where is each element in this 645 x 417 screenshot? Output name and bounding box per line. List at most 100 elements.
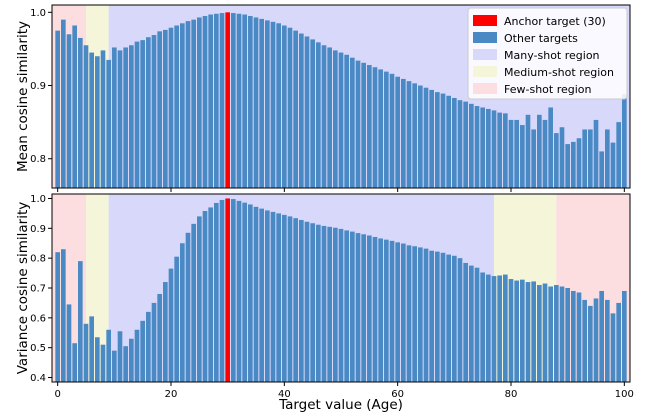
bar <box>508 279 514 382</box>
bar <box>338 228 344 382</box>
bar <box>440 252 446 382</box>
bar <box>593 298 599 382</box>
bar <box>582 129 587 188</box>
bar <box>497 275 502 382</box>
bar <box>446 254 451 382</box>
bar <box>163 29 168 188</box>
legend-swatch <box>473 83 497 94</box>
legend-label: Anchor target (30) <box>504 15 606 28</box>
bar <box>457 258 463 382</box>
bar <box>333 227 338 382</box>
y-tick-label: 1.0 <box>30 8 46 19</box>
bar <box>389 240 395 382</box>
y-tick-label: 0.6 <box>30 313 46 324</box>
y-tick-label: 0.8 <box>30 154 46 165</box>
bar <box>355 60 361 188</box>
bar <box>316 224 321 382</box>
bar <box>55 252 60 382</box>
bar <box>418 247 423 382</box>
bar <box>599 151 604 188</box>
bar <box>350 231 355 382</box>
bar <box>100 344 106 382</box>
x-tick-label: 0 <box>54 389 60 400</box>
y-tick-label: 0.9 <box>30 81 46 92</box>
bar <box>180 243 185 382</box>
legend-swatch <box>473 66 497 77</box>
x-tick-label: 80 <box>505 389 518 400</box>
bar <box>463 262 468 382</box>
bar <box>310 39 315 189</box>
bar <box>418 85 423 188</box>
bar <box>287 27 293 188</box>
bar <box>304 221 310 382</box>
bar <box>61 19 66 188</box>
bar <box>463 101 468 188</box>
bar <box>429 250 434 382</box>
bar <box>361 62 366 188</box>
bar <box>197 17 202 188</box>
bar <box>588 305 593 382</box>
bar <box>242 202 247 382</box>
x-tick-label: 60 <box>391 389 404 400</box>
bar <box>168 268 174 382</box>
bar <box>316 42 321 188</box>
bar <box>112 350 117 382</box>
bar <box>469 265 474 382</box>
bar <box>253 17 259 188</box>
bar <box>599 290 604 382</box>
y-tick-label: 0.9 <box>30 224 46 235</box>
bar <box>440 93 446 188</box>
bar <box>140 320 145 382</box>
bar <box>582 299 587 382</box>
bar <box>95 56 100 188</box>
variance-y-axis-label: Variance cosine similarity <box>15 202 31 375</box>
bar <box>531 281 536 382</box>
bar <box>287 216 293 382</box>
bar <box>401 78 406 188</box>
bar <box>474 106 480 188</box>
x-tick-label: 40 <box>278 389 291 400</box>
bar <box>480 107 485 188</box>
variance-y-ticks: 0.4 0.5 0.6 0.7 0.8 0.9 1.0 <box>30 194 52 384</box>
bar <box>129 338 134 382</box>
bar <box>520 279 525 382</box>
bar <box>622 290 627 382</box>
mean-similarity-panel: 0.8 0.9 1.0 Mean cosine similarity <box>15 4 631 192</box>
bar <box>242 14 247 188</box>
bar <box>231 13 236 188</box>
bar <box>429 89 434 188</box>
bar <box>576 138 582 188</box>
bar <box>89 316 94 382</box>
bar <box>100 50 106 188</box>
bar <box>355 233 361 382</box>
bar <box>321 225 327 382</box>
bar <box>236 200 242 382</box>
bar <box>446 95 451 188</box>
bar <box>95 337 100 382</box>
x-tick-label: 100 <box>615 389 634 400</box>
bar <box>174 256 179 382</box>
bar <box>474 267 480 382</box>
bar <box>106 59 111 189</box>
bar <box>259 18 264 188</box>
bar <box>452 97 457 188</box>
bar <box>185 21 191 188</box>
bar <box>605 299 610 382</box>
bar <box>214 13 219 189</box>
bar <box>202 211 208 382</box>
bar <box>389 73 395 188</box>
bar <box>548 107 553 188</box>
bar <box>123 346 128 382</box>
bar <box>344 54 349 188</box>
bar <box>423 87 429 188</box>
bar <box>112 47 117 189</box>
bar <box>157 31 162 188</box>
y-tick-label: 0.7 <box>30 284 46 295</box>
bar <box>525 282 531 382</box>
bar <box>503 113 508 188</box>
bar <box>151 302 157 382</box>
bar <box>372 67 378 188</box>
bar <box>333 50 338 188</box>
legend-label: Medium-shot region <box>504 66 614 79</box>
bar <box>571 290 576 382</box>
